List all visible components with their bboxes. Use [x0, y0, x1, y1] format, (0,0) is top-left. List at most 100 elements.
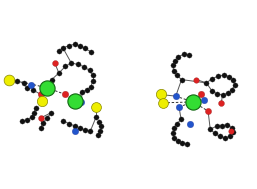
Point — [223, 136, 227, 139]
Point — [63, 93, 68, 96]
Point — [226, 92, 230, 95]
Point — [228, 135, 232, 138]
Point — [179, 78, 183, 81]
Point — [191, 100, 195, 103]
Point — [171, 64, 175, 67]
Point — [182, 53, 186, 56]
Point — [222, 73, 226, 76]
Point — [29, 83, 33, 86]
Point — [195, 78, 199, 81]
Point — [210, 77, 214, 80]
Point — [97, 120, 101, 123]
Point — [231, 78, 235, 81]
Point — [216, 75, 220, 78]
Point — [215, 125, 219, 128]
Point — [45, 116, 49, 119]
Point — [39, 126, 43, 129]
Point — [159, 93, 163, 96]
Point — [227, 75, 231, 78]
Point — [177, 105, 181, 108]
Point — [172, 136, 177, 139]
Point — [20, 119, 24, 122]
Point — [30, 115, 34, 118]
Point — [7, 78, 11, 81]
Point — [99, 125, 103, 128]
Point — [25, 119, 29, 122]
Point — [230, 126, 234, 129]
Point — [61, 119, 65, 122]
Point — [61, 46, 65, 50]
Point — [180, 142, 184, 145]
Point — [220, 124, 224, 127]
Point — [57, 71, 61, 74]
Point — [72, 125, 77, 128]
Point — [85, 89, 89, 92]
Point — [171, 132, 175, 135]
Point — [175, 74, 179, 77]
Point — [176, 140, 180, 143]
Point — [83, 129, 87, 132]
Point — [79, 100, 83, 103]
Point — [34, 106, 38, 109]
Point — [187, 53, 191, 57]
Point — [31, 88, 35, 91]
Point — [78, 127, 82, 130]
Point — [221, 93, 225, 96]
Point — [172, 126, 176, 129]
Point — [74, 129, 78, 132]
Point — [72, 100, 77, 103]
Point — [87, 69, 91, 72]
Point — [39, 93, 43, 96]
Point — [57, 50, 61, 53]
Point — [24, 86, 29, 89]
Point — [88, 129, 93, 132]
Point — [53, 61, 57, 64]
Point — [218, 135, 222, 138]
Point — [161, 101, 165, 104]
Point — [233, 83, 237, 86]
Point — [225, 123, 229, 126]
Point — [69, 61, 73, 64]
Point — [89, 85, 93, 88]
Point — [231, 131, 235, 134]
Point — [98, 129, 102, 132]
Point — [176, 55, 180, 58]
Point — [91, 74, 95, 77]
Point — [174, 95, 178, 98]
Point — [15, 79, 20, 82]
Point — [204, 81, 208, 84]
Point — [213, 132, 217, 135]
Point — [49, 111, 53, 114]
Point — [179, 118, 183, 121]
Point — [94, 105, 98, 108]
Point — [230, 88, 234, 91]
Point — [40, 100, 44, 103]
Point — [173, 60, 177, 63]
Point — [206, 110, 210, 113]
Point — [94, 115, 98, 118]
Point — [201, 99, 206, 102]
Point — [188, 122, 192, 125]
Point — [50, 78, 54, 81]
Point — [208, 128, 212, 131]
Point — [39, 116, 43, 119]
Point — [41, 121, 45, 124]
Point — [175, 122, 179, 125]
Point — [72, 43, 77, 46]
Point — [80, 90, 84, 93]
Point — [199, 93, 204, 96]
Point — [78, 45, 82, 48]
Point — [32, 111, 36, 114]
Point — [172, 69, 176, 72]
Point — [89, 50, 93, 53]
Point — [96, 133, 100, 136]
Point — [82, 65, 86, 68]
Point — [185, 142, 189, 145]
Point — [76, 63, 80, 66]
Point — [215, 92, 219, 95]
Point — [67, 44, 71, 47]
Point — [210, 89, 214, 92]
Point — [229, 129, 233, 132]
Point — [45, 86, 49, 89]
Point — [91, 80, 95, 83]
